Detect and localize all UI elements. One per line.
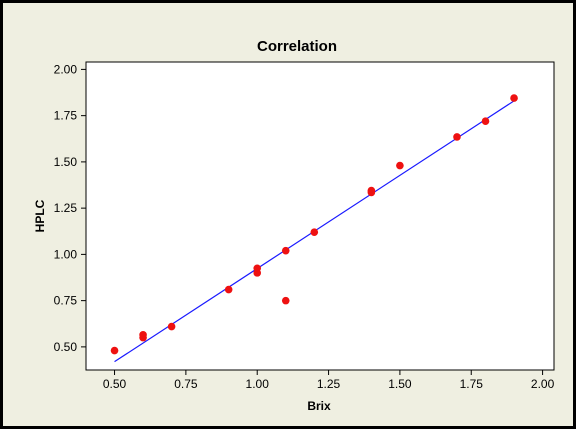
y-tick-label: 2.00 [54, 62, 78, 76]
x-axis: 0.50 0.75 1.00 1.25 1.50 1.75 2.00 [103, 370, 555, 391]
data-point [224, 285, 233, 294]
y-tick-label: 1.50 [54, 155, 78, 169]
y-tick-label: 1.00 [54, 247, 78, 261]
x-tick-label: 1.50 [388, 377, 412, 391]
data-point [367, 186, 376, 195]
y-axis: 0.50 0.75 1.00 1.25 1.50 1.75 2.00 [54, 62, 86, 354]
chart-title: Correlation [257, 38, 337, 55]
y-tick-label: 1.75 [54, 109, 78, 123]
y-tick-label: 0.75 [54, 294, 78, 308]
data-point [139, 331, 147, 339]
y-axis-label: HPLC [33, 199, 47, 232]
x-tick-label: 1.25 [317, 377, 341, 391]
data-point [396, 161, 404, 170]
x-axis-label: Brix [307, 399, 331, 413]
y-tick-label: 0.50 [54, 340, 78, 354]
data-point [281, 246, 290, 255]
data-point [453, 133, 461, 141]
data-point [281, 296, 290, 305]
x-tick-label: 0.50 [103, 377, 127, 391]
x-tick-label: 0.75 [174, 377, 198, 391]
data-point [310, 228, 319, 236]
data-point [110, 346, 119, 355]
data-point [481, 117, 490, 125]
y-tick-label: 1.25 [54, 201, 78, 215]
points-layer [110, 94, 518, 355]
data-point [253, 264, 262, 273]
plot-area [85, 61, 555, 371]
data-point [167, 322, 176, 331]
x-tick-label: 1.75 [460, 377, 484, 391]
x-tick-label: 1.00 [246, 377, 270, 391]
data-point [510, 94, 518, 102]
x-tick-label: 2.00 [531, 377, 555, 391]
